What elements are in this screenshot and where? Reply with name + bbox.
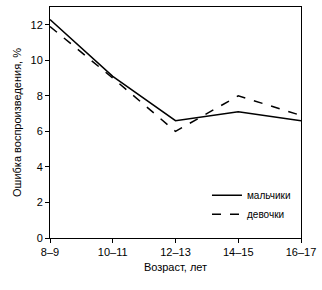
- svg-text:8–9: 8–9: [41, 246, 59, 258]
- svg-text:8: 8: [37, 90, 43, 102]
- svg-text:16–17: 16–17: [286, 246, 317, 258]
- svg-text:10–11: 10–11: [98, 246, 128, 258]
- svg-text:10: 10: [31, 54, 43, 66]
- svg-text:Возраст, лет: Возраст, лет: [144, 261, 207, 273]
- svg-text:0: 0: [37, 232, 43, 244]
- svg-text:2: 2: [37, 196, 43, 208]
- svg-text:мальчики: мальчики: [247, 190, 291, 201]
- svg-text:девочки: девочки: [247, 209, 284, 220]
- svg-text:12–13: 12–13: [160, 246, 191, 258]
- svg-text:Ошибка воспроизведения, %: Ошибка воспроизведения, %: [11, 48, 23, 197]
- svg-text:4: 4: [37, 161, 43, 173]
- svg-text:6: 6: [37, 125, 43, 137]
- svg-text:14–15: 14–15: [223, 246, 254, 258]
- svg-text:12: 12: [31, 19, 43, 31]
